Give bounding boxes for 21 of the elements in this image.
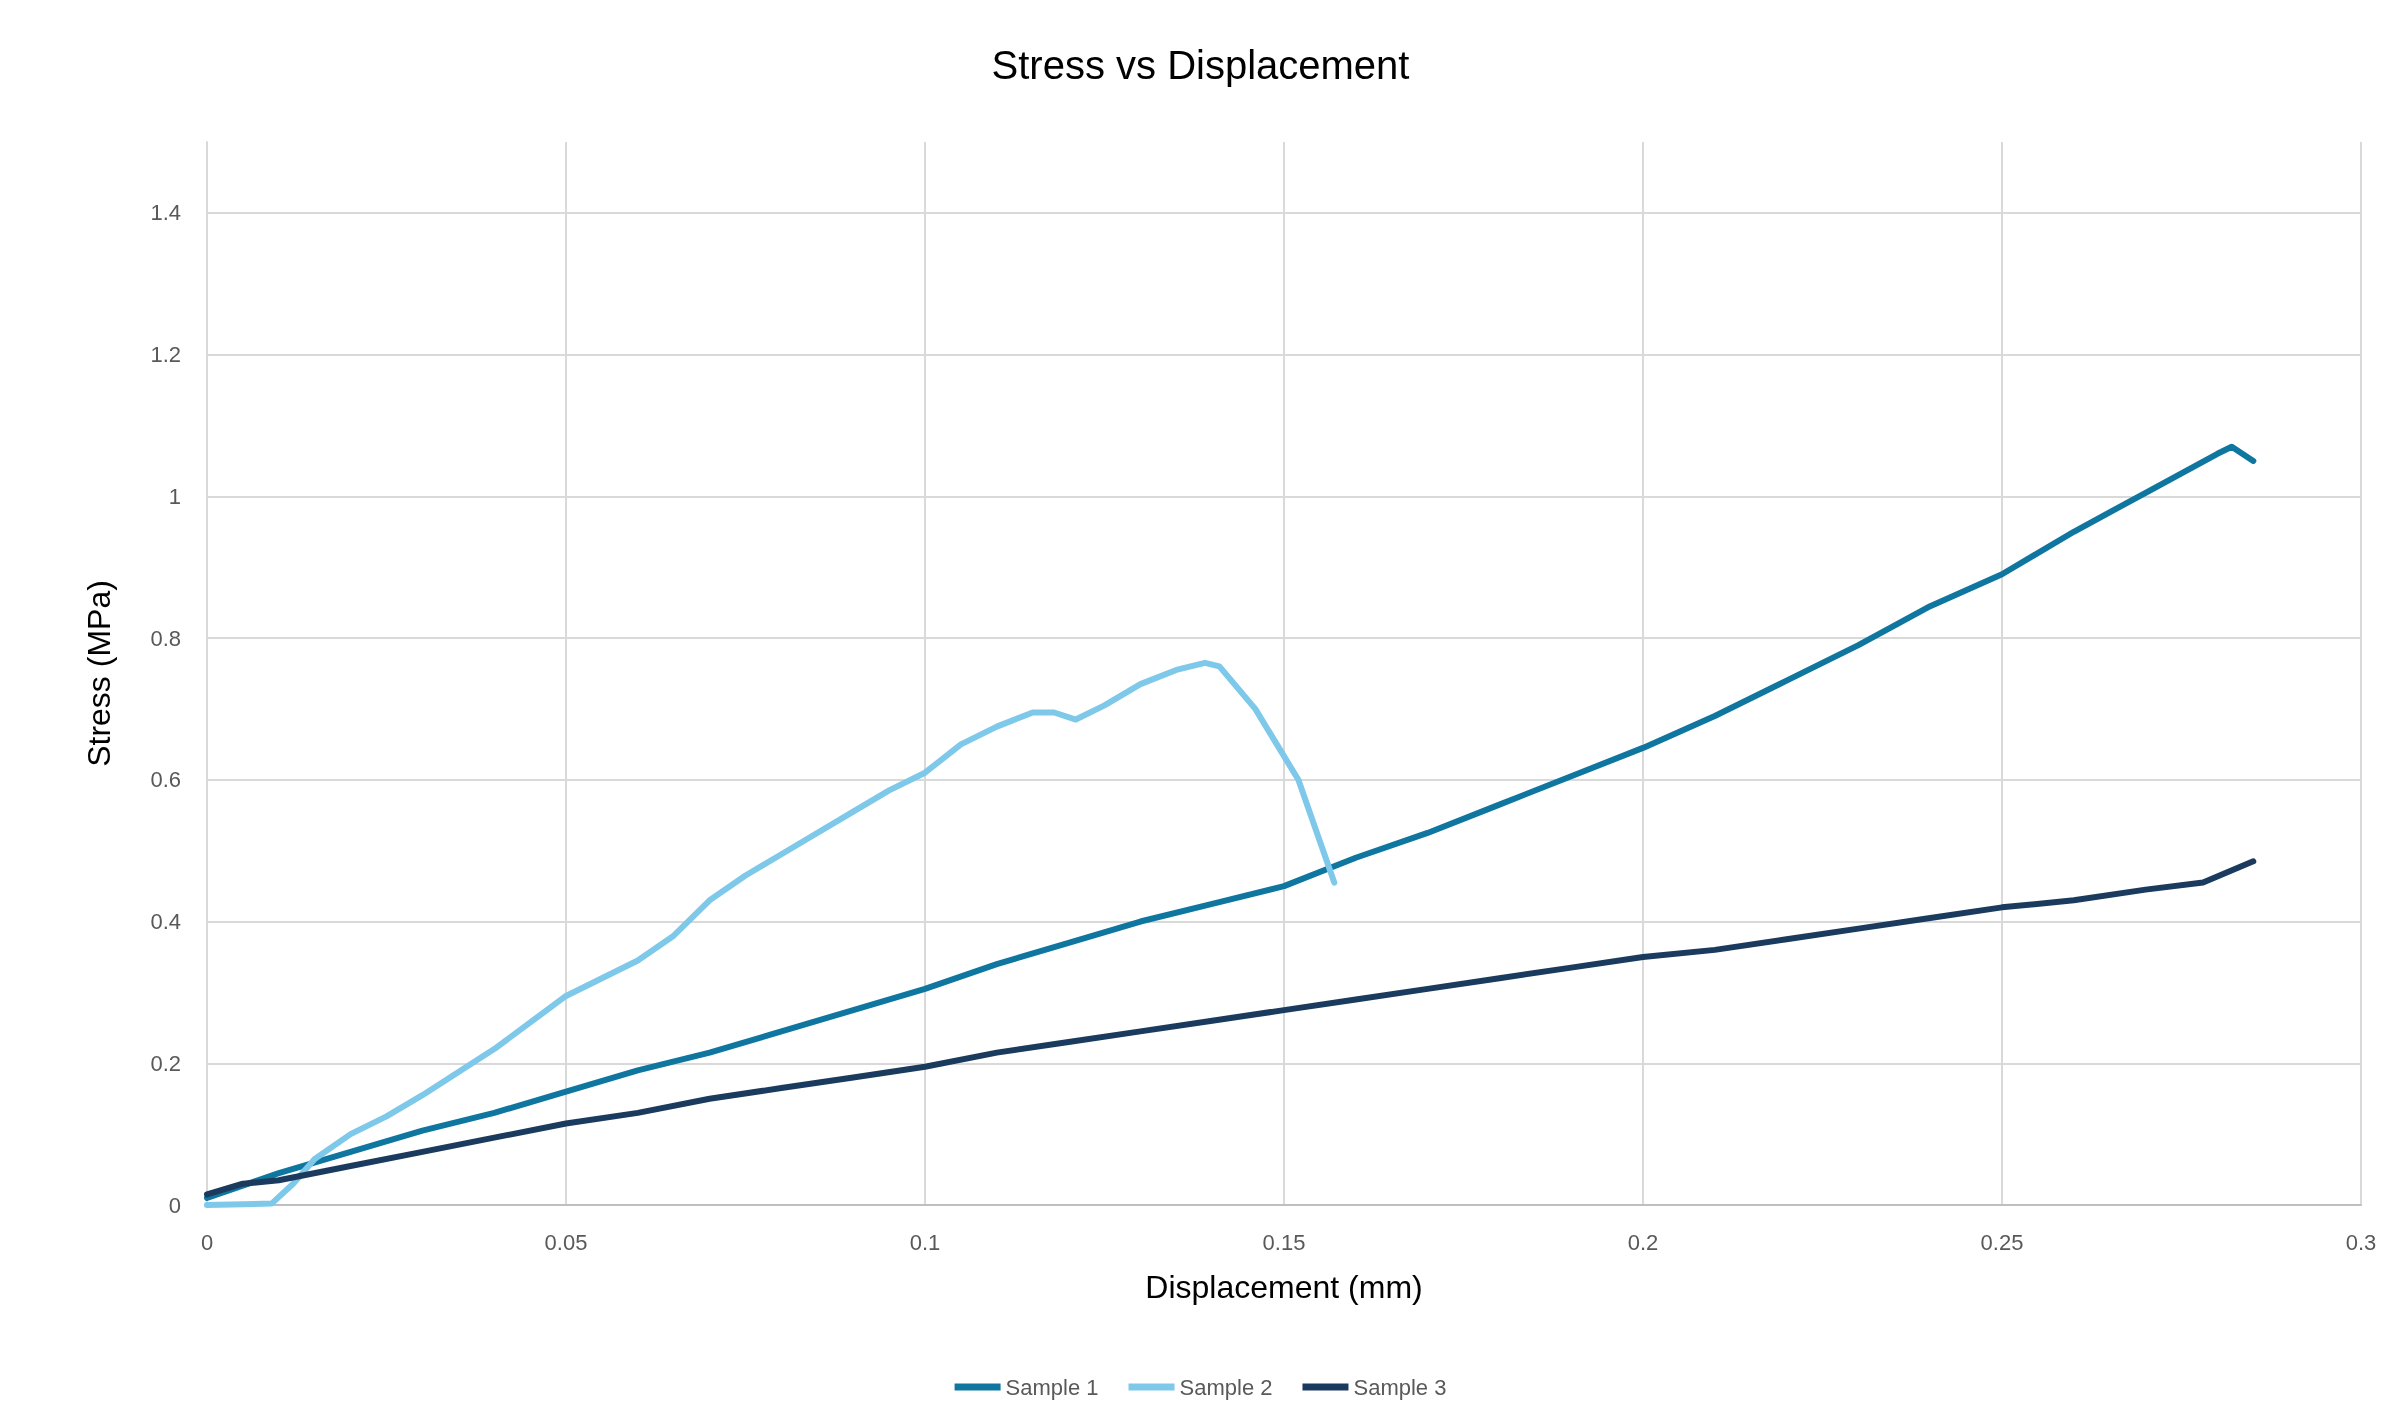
x-tick-label: 0.2	[1627, 1229, 1659, 1255]
legend-label: Sample 3	[1353, 1374, 1447, 1400]
x-tick-label: 0.1	[909, 1229, 941, 1255]
y-tick-label: 0.2	[150, 1050, 181, 1076]
legend-label: Sample 1	[1005, 1374, 1099, 1400]
y-tick-label: 0.4	[150, 909, 181, 935]
y-tick-label: 0	[168, 1192, 181, 1218]
y-tick-label: 1	[168, 483, 181, 509]
x-tick-label: 0.15	[1262, 1229, 1306, 1255]
x-axis-title: Displacement (mm)	[1145, 1269, 1423, 1305]
y-tick-label: 0.8	[150, 625, 181, 651]
y-tick-label: 1.2	[150, 342, 181, 368]
y-tick-label: 1.4	[150, 200, 181, 226]
x-tick-label: 0.05	[544, 1229, 588, 1255]
x-tick-label: 0	[200, 1229, 214, 1255]
x-tick-label: 0.3	[2345, 1229, 2377, 1255]
x-tick-label: 0.25	[1980, 1229, 2024, 1255]
legend-label: Sample 2	[1179, 1374, 1273, 1400]
y-axis-title: Stress (MPa)	[81, 580, 117, 767]
chart-title: Stress vs Displacement	[991, 43, 1410, 87]
y-tick-label: 0.6	[150, 767, 181, 793]
